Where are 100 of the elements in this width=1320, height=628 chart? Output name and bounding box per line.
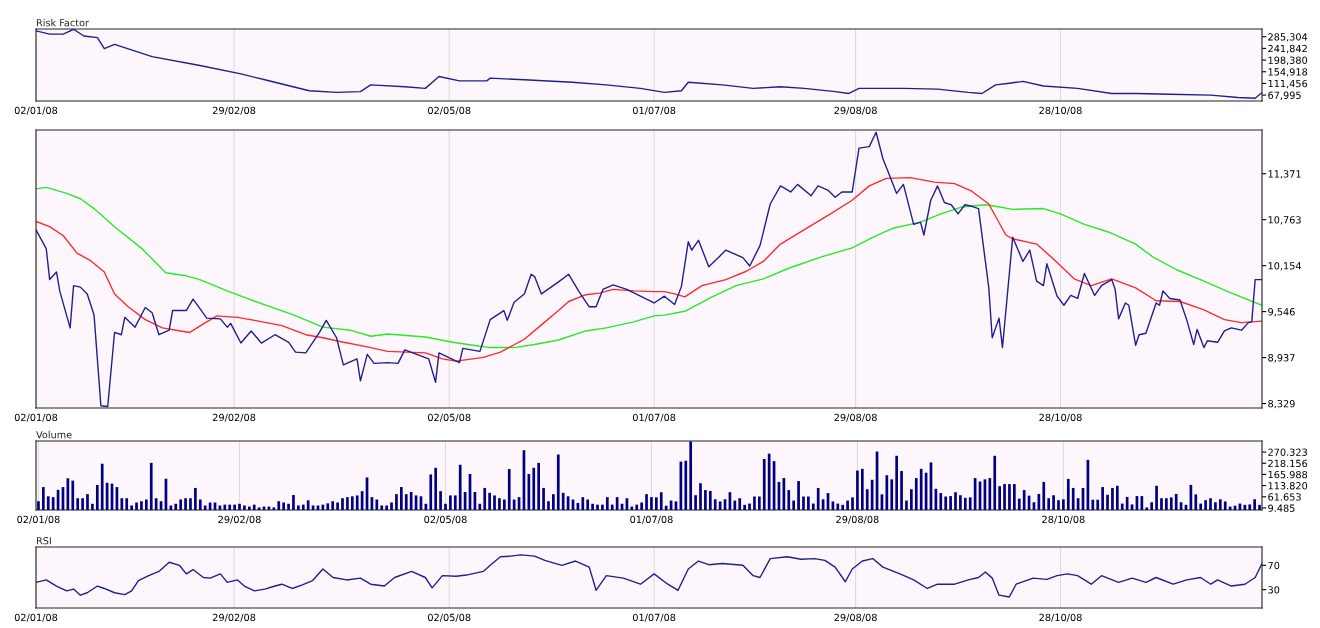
bar — [1115, 485, 1119, 510]
bar — [1057, 500, 1060, 510]
bar — [998, 486, 1001, 510]
bar — [1150, 502, 1154, 510]
y-tick-label: 61.653 — [1268, 493, 1301, 501]
bar — [954, 492, 957, 510]
bar — [297, 505, 300, 510]
bar — [478, 503, 482, 510]
x-tick-label: 28/10/08 — [1039, 413, 1082, 422]
bar — [1042, 481, 1046, 510]
y-tick-label: 218.156 — [1268, 459, 1308, 468]
line-series — [36, 554, 1262, 598]
bar — [753, 496, 756, 510]
bar — [233, 504, 236, 510]
bar — [542, 487, 545, 510]
bar — [939, 493, 943, 510]
bar — [650, 497, 653, 510]
x-tick-label: 02/01/08 — [17, 515, 60, 524]
bar — [483, 487, 487, 510]
bar — [243, 505, 246, 510]
bar — [949, 496, 952, 510]
bar — [444, 503, 447, 510]
bar — [811, 503, 815, 510]
bar — [174, 503, 178, 510]
bar — [694, 495, 697, 510]
bar — [860, 468, 864, 510]
bar — [1003, 484, 1006, 510]
bar — [645, 494, 648, 510]
bar — [605, 497, 609, 510]
bar — [601, 504, 604, 510]
bar — [1169, 497, 1173, 510]
bar — [919, 468, 923, 510]
bar — [1174, 493, 1178, 510]
bar — [326, 503, 330, 510]
bar — [1120, 503, 1124, 510]
bar — [135, 502, 138, 510]
bar — [1071, 487, 1075, 510]
y-tick-label: 111,456 — [1268, 79, 1308, 89]
bar — [895, 455, 898, 510]
bar — [51, 497, 55, 510]
bar — [203, 505, 207, 510]
bar — [684, 460, 688, 510]
bar — [189, 498, 192, 510]
y-tick-label: 9.485 — [1268, 504, 1295, 512]
y-tick-label: 8,329 — [1268, 400, 1295, 409]
bar — [395, 494, 398, 510]
bar — [390, 502, 393, 510]
y-tick-label: 198,380 — [1268, 56, 1308, 65]
bar — [37, 501, 40, 510]
bar — [140, 501, 143, 510]
bar — [1096, 499, 1100, 510]
bar — [708, 490, 712, 510]
bar — [704, 490, 707, 510]
x-tick-label: 01/07/08 — [632, 413, 676, 422]
x-tick-label: 01/07/08 — [632, 106, 676, 115]
y-tick-label: 154,918 — [1268, 68, 1308, 77]
y-tick-label: 270.323 — [1268, 448, 1307, 456]
x-tick-label: 29/08/08 — [834, 413, 877, 422]
y-tick-label: 9,546 — [1268, 308, 1295, 317]
bar — [630, 506, 634, 510]
bar — [434, 467, 438, 510]
x-tick-label: 29/02/08 — [212, 413, 256, 422]
bar — [404, 494, 408, 510]
bar — [537, 462, 541, 510]
x-tick-label: 02/01/08 — [14, 613, 58, 622]
bar — [816, 487, 820, 510]
x-tick-label: 28/10/08 — [1039, 106, 1082, 115]
bar — [910, 489, 913, 510]
bar — [610, 504, 614, 510]
bar — [336, 502, 339, 510]
bar — [655, 497, 658, 510]
bar — [797, 481, 800, 510]
bar — [591, 503, 594, 510]
bar — [988, 478, 992, 510]
x-tick-label: 02/05/08 — [428, 413, 471, 422]
bar — [46, 496, 50, 510]
bar — [1066, 478, 1070, 510]
chart-title: RSI — [36, 537, 51, 545]
bar — [292, 495, 295, 510]
bar — [488, 492, 491, 510]
x-tick-label: 02/05/08 — [424, 515, 467, 524]
bar — [346, 497, 349, 510]
y-tick-label: 10,154 — [1268, 262, 1302, 271]
bar — [144, 499, 148, 510]
chart-title: Risk Factor — [36, 18, 90, 27]
bar — [1106, 494, 1109, 510]
bar — [1017, 498, 1021, 510]
bar — [905, 500, 908, 510]
x-tick-label: 28/10/08 — [1042, 515, 1085, 524]
bar — [385, 505, 388, 510]
bar — [1204, 500, 1207, 510]
y-tick-label: 30 — [1268, 586, 1280, 594]
bar — [86, 494, 89, 510]
y-tick-label: 10,763 — [1268, 216, 1301, 225]
bar — [664, 505, 668, 510]
bar — [306, 500, 310, 510]
bar — [581, 497, 585, 510]
x-tick-label: 28/10/08 — [1039, 613, 1082, 622]
bar — [282, 502, 285, 510]
bar — [865, 489, 869, 510]
